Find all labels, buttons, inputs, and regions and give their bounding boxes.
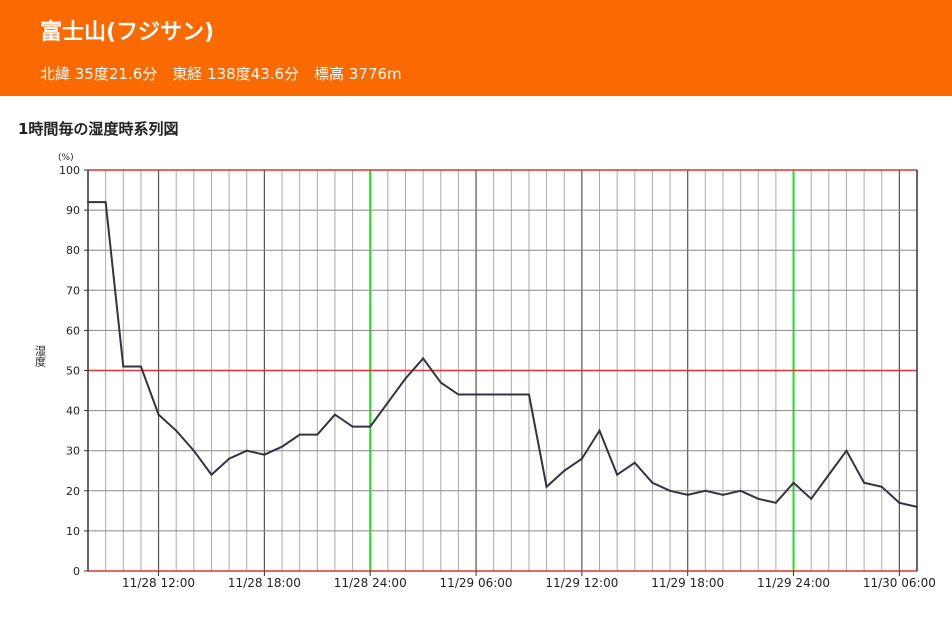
humidity-series-line <box>88 201 918 508</box>
data-point <box>351 425 354 428</box>
data-point <box>580 457 583 460</box>
data-point <box>563 469 566 472</box>
station-location: 北緯 35度21.6分 東経 138度43.6分 標高 3776m <box>40 65 402 83</box>
x-tick-label: 11/29 18:00 <box>651 576 724 590</box>
data-point <box>598 429 601 432</box>
data-point <box>651 481 654 484</box>
data-point <box>686 493 689 496</box>
data-point <box>774 501 777 504</box>
y-axis-label: 湿度 <box>34 345 47 368</box>
data-point <box>545 485 548 488</box>
data-point <box>404 377 407 380</box>
data-point <box>192 449 195 452</box>
y-tick-label: 70 <box>66 284 80 297</box>
x-tick-label: 11/30 06:00 <box>863 576 936 590</box>
data-point <box>210 473 213 476</box>
data-point <box>316 433 319 436</box>
y-tick-label: 40 <box>66 405 80 418</box>
data-point <box>263 453 266 456</box>
data-point <box>916 505 918 508</box>
x-tick-label: 11/29 06:00 <box>440 576 513 590</box>
y-tick-label: 50 <box>66 365 80 378</box>
data-point <box>510 393 513 396</box>
data-point <box>898 501 901 504</box>
data-point <box>810 497 813 500</box>
data-point <box>527 393 530 396</box>
x-tick-label: 11/28 18:00 <box>228 576 301 590</box>
data-point <box>669 489 672 492</box>
data-point <box>228 457 231 460</box>
data-point <box>616 473 619 476</box>
y-tick-label: 0 <box>73 565 80 578</box>
y-tick-label: 90 <box>66 204 80 217</box>
chart-title: 1時間毎の湿度時系列図 <box>18 120 179 138</box>
data-point <box>422 357 425 360</box>
data-point <box>175 429 178 432</box>
data-point <box>704 489 707 492</box>
data-point <box>845 449 848 452</box>
data-point <box>122 365 125 368</box>
data-point <box>880 485 883 488</box>
data-point <box>369 425 372 428</box>
y-tick-label: 100 <box>59 164 80 177</box>
y-tick-label: 30 <box>66 445 80 458</box>
data-point <box>827 473 830 476</box>
data-point <box>492 393 495 396</box>
data-point <box>104 201 107 204</box>
data-point <box>87 201 89 204</box>
data-point <box>863 481 866 484</box>
x-tick-label: 11/29 12:00 <box>545 576 618 590</box>
data-point <box>757 497 760 500</box>
data-point <box>281 445 284 448</box>
data-point <box>439 381 442 384</box>
y-tick-label: 80 <box>66 244 80 257</box>
x-tick-label: 11/28 24:00 <box>334 576 407 590</box>
station-header: 富士山(フジサン) 北緯 35度21.6分 東経 138度43.6分 標高 37… <box>0 0 952 96</box>
data-point <box>245 449 248 452</box>
y-unit-label: (%) <box>58 153 74 163</box>
data-point <box>333 413 336 416</box>
data-point <box>157 413 160 416</box>
y-tick-label: 60 <box>66 324 80 337</box>
data-point <box>386 401 389 404</box>
data-point <box>298 433 301 436</box>
data-point <box>739 489 742 492</box>
x-tick-label: 11/28 12:00 <box>122 576 195 590</box>
station-title: 富士山(フジサン) <box>40 20 215 45</box>
data-point <box>633 461 636 464</box>
y-tick-label: 20 <box>66 485 80 498</box>
data-point <box>475 393 478 396</box>
data-point <box>139 365 142 368</box>
y-tick-label: 10 <box>66 525 80 538</box>
data-point <box>792 481 795 484</box>
data-point <box>457 393 460 396</box>
data-point <box>721 493 724 496</box>
x-tick-label: 11/29 24:00 <box>757 576 830 590</box>
